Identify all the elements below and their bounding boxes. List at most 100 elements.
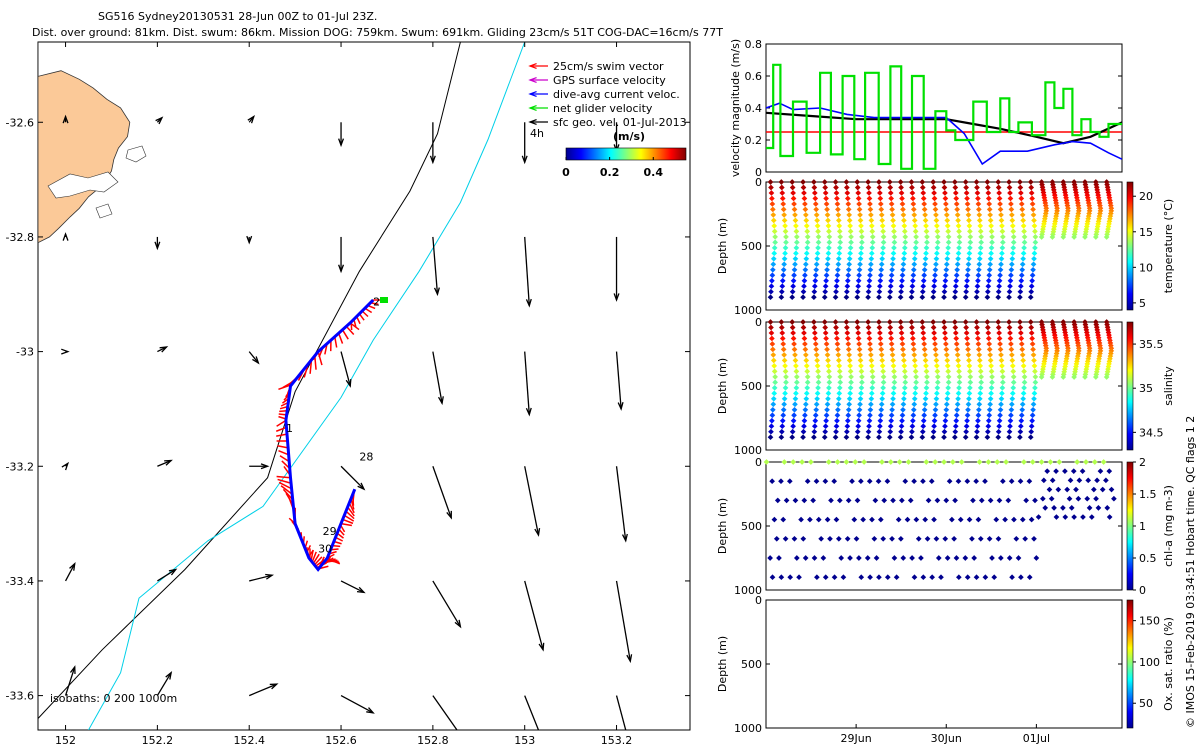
dive-sample [985, 283, 992, 290]
dive-sample [1062, 514, 1069, 520]
dive-sample [793, 363, 799, 369]
dive-sample [995, 294, 1002, 301]
dive-sample [922, 261, 928, 268]
dive-sample [1017, 324, 1024, 331]
dive-sample [1085, 477, 1092, 484]
dive-sample [846, 261, 853, 268]
dive-sample [984, 434, 991, 441]
swim-vector [278, 481, 292, 490]
dive-sample [855, 283, 862, 290]
dive-sample [909, 184, 915, 191]
dive-sample [824, 346, 830, 353]
dive-sample [847, 363, 853, 369]
dive-sample [778, 319, 785, 325]
dive-sample [974, 184, 980, 191]
dive-sample [812, 272, 819, 279]
dive-sample [854, 497, 861, 504]
dive-sample [963, 283, 970, 290]
dive-sample [934, 250, 940, 257]
dive-sample [900, 206, 906, 213]
dive-sample [844, 190, 851, 196]
geo-velocity-arrow [429, 122, 436, 165]
depth-colorbar-tick-label: 34.5 [1139, 426, 1164, 439]
x-tick-label: 152.6 [325, 734, 357, 747]
dive-sample [835, 535, 842, 542]
dive-sample [825, 395, 831, 402]
dive-sample [833, 283, 840, 290]
dive-sample [891, 239, 898, 246]
dive-sample [1056, 459, 1063, 465]
dive-sample [997, 406, 1004, 413]
dive-sample [802, 206, 809, 213]
dive-sample [1028, 288, 1035, 295]
legend-swatch [528, 119, 548, 125]
dive-sample [1082, 374, 1088, 380]
dive-sample [967, 379, 974, 386]
dive-sample [996, 277, 1003, 284]
dive-sample [956, 374, 963, 380]
dive-sample [1007, 195, 1014, 202]
dive-sample [951, 535, 957, 542]
dive-sample [998, 217, 1005, 224]
dive-sample [1010, 234, 1017, 240]
dive-sample [963, 184, 969, 191]
dive-sample [826, 228, 832, 235]
dive-sample [919, 294, 926, 301]
dive-sample [793, 223, 799, 229]
dive-sample [911, 255, 918, 262]
depth-colorbar-tick-label: 0.5 [1139, 552, 1157, 565]
depth-colorbar-tick-label: 100 [1139, 656, 1160, 669]
dive-sample [791, 535, 798, 542]
dive-sample [962, 179, 969, 185]
dive-sample [953, 555, 960, 561]
dive-sample [976, 266, 982, 273]
legend-label: net glider velocity [553, 102, 653, 115]
dive-sample [879, 357, 886, 364]
dive-sample [1002, 516, 1008, 523]
dive-sample [944, 357, 951, 364]
dive-sample [976, 212, 983, 218]
dive-sample [988, 223, 994, 229]
dive-sample [1044, 468, 1051, 475]
dive-sample [973, 319, 980, 325]
dive-sample [825, 250, 832, 257]
dive-sample [921, 412, 928, 419]
dive-sample [790, 335, 797, 342]
dive-sample [911, 217, 918, 224]
dive-sample [786, 478, 793, 485]
dive-sample [768, 428, 774, 435]
dive-sample [952, 434, 958, 441]
dive-sample [1030, 212, 1037, 218]
dive-sample [955, 390, 962, 397]
dive-sample [822, 184, 829, 191]
dive-sample [955, 250, 962, 257]
dive-sample [1009, 352, 1015, 358]
dive-sample [1006, 294, 1012, 301]
dive-sample [931, 423, 937, 430]
dive-sample [846, 217, 853, 224]
dive-sample [924, 379, 930, 386]
dive-sample [921, 206, 928, 213]
dive-sample [944, 217, 951, 224]
dive-sample [800, 294, 806, 301]
imos-footer: © IMOS 15-Feb-2019 03:34:51 Hobart time.… [1184, 416, 1197, 728]
dive-sample [1019, 352, 1026, 358]
dive-sample [921, 406, 928, 413]
dive-sample [964, 201, 971, 207]
dive-sample [814, 223, 821, 229]
dive-sample [792, 395, 799, 402]
geo-velocity-arrow [615, 351, 624, 411]
dive-sample [1018, 201, 1025, 207]
dive-sample [898, 184, 904, 191]
dive-sample [930, 179, 936, 185]
dive-sample [823, 412, 830, 419]
dive-sample [770, 395, 777, 402]
dive-sample [988, 250, 994, 257]
dive-sample [938, 574, 944, 581]
dive-sample [855, 190, 862, 196]
dive-sample [845, 412, 852, 419]
dive-sample [857, 255, 864, 262]
dive-sample [836, 390, 843, 397]
dive-sample [770, 266, 776, 273]
